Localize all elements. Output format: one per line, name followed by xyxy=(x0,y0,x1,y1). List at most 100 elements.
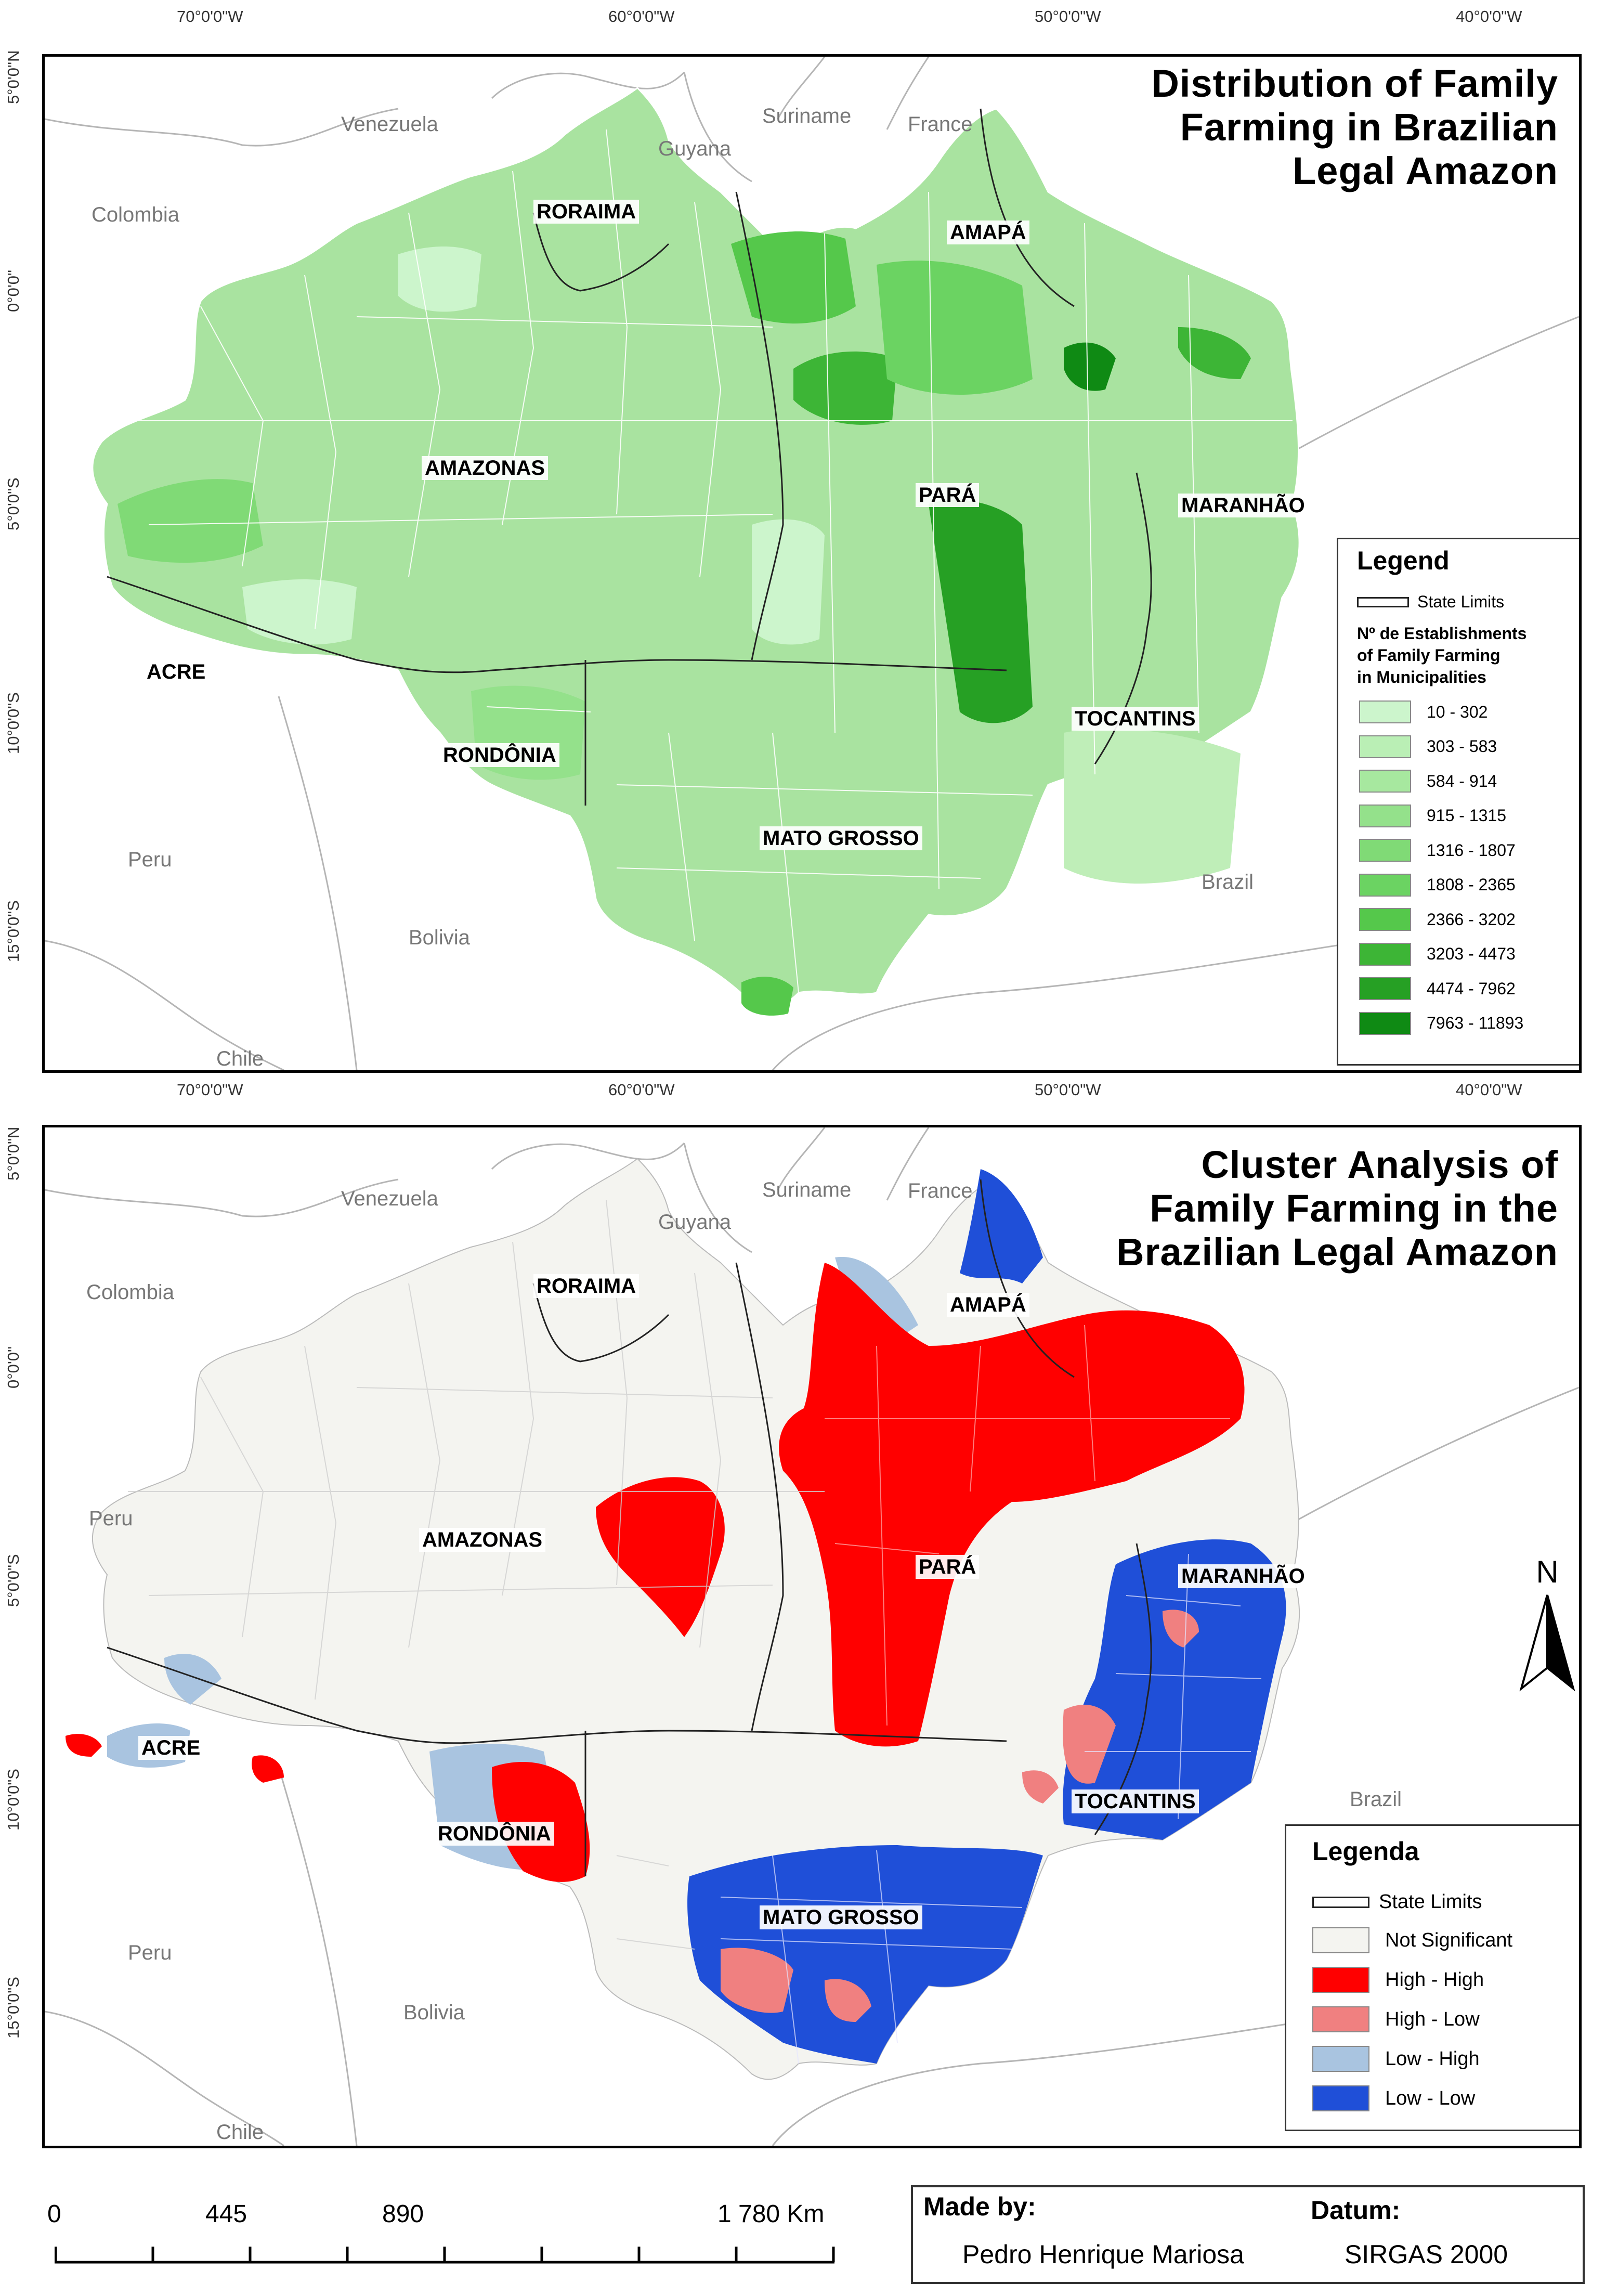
author-name: Pedro Henrique Mariosa xyxy=(962,2240,1244,2269)
legend: Legend State Limits Nº de Establishments… xyxy=(1337,538,1579,1066)
legend-class: 4474 - 7962 xyxy=(1359,977,1516,1000)
state-label: PARÁ xyxy=(916,1555,980,1579)
legend-label: Low - High xyxy=(1385,2047,1480,2070)
state-label: RONDÔNIA xyxy=(435,1822,554,1846)
legend-class: 584 - 914 xyxy=(1359,770,1497,793)
lat-tick: 0°0'0" xyxy=(4,269,22,312)
legend-swatch xyxy=(1359,873,1411,897)
legend-subtitle-line: Nº de Establishments xyxy=(1357,624,1527,643)
lon-tick: 50°0'0"W xyxy=(1035,7,1101,25)
legend-label: High - High xyxy=(1385,1968,1484,1991)
lon-tick: 70°0'0"W xyxy=(177,7,243,25)
country-label: France xyxy=(908,113,973,136)
lat-tick: 5°0'0"N xyxy=(4,1126,22,1181)
legend-label: 1808 - 2365 xyxy=(1427,875,1516,894)
north-label: N xyxy=(1536,1554,1559,1589)
map-title-line: Cluster Analysis of xyxy=(1201,1143,1558,1186)
state-label: RORAIMA xyxy=(533,200,640,224)
lat-tick: 15°0'0"S xyxy=(4,1977,22,2039)
legend-subtitle-line: in Municipalities xyxy=(1357,668,1486,686)
country-label: Suriname xyxy=(762,1178,852,1201)
map-title: Cluster Analysis of Family Farming in th… xyxy=(1116,1143,1558,1274)
state-label: AMAZONAS xyxy=(422,456,549,480)
legend-label: 303 - 583 xyxy=(1427,737,1497,756)
scale-bar: 0 445 890 1 780 Km xyxy=(47,2200,840,2264)
legend-class: 2366 - 3202 xyxy=(1359,908,1516,931)
lon-tick: 40°0'0"W xyxy=(1456,7,1522,25)
legend-label: Not Significant xyxy=(1385,1929,1513,1951)
legend: Legenda State Limits Not Significant High… xyxy=(1285,1824,1579,2131)
legend-subtitle: Nº de Establishments of Family Farming i… xyxy=(1357,622,1526,688)
lon-tick: 70°0'0"W xyxy=(177,1081,243,1099)
legend-label: State Limits xyxy=(1379,1891,1482,1913)
lat-tick: 5°0'0"S xyxy=(4,1554,22,1607)
state-label: AMAPÁ xyxy=(947,220,1029,244)
legend-swatch xyxy=(1359,839,1411,862)
distribution-map-canvas xyxy=(45,57,1579,1070)
country-label: Guyana xyxy=(658,137,732,160)
legend-swatch xyxy=(1312,2006,1369,2032)
state-label: PARÁ xyxy=(916,483,980,507)
map-title-line: Family Farming in the xyxy=(1150,1187,1558,1230)
legend-swatch xyxy=(1359,977,1411,1000)
state-label: MARANHÃO xyxy=(1178,494,1308,517)
legend-swatch xyxy=(1312,2085,1369,2111)
state-label: TOCANTINS xyxy=(1072,1789,1199,1813)
legend-swatch xyxy=(1312,2046,1369,2072)
legend-label: 584 - 914 xyxy=(1427,771,1497,790)
legend-class: 3203 - 4473 xyxy=(1359,942,1516,966)
legend-class: Low - Low xyxy=(1312,2085,1475,2111)
legend-class: 7963 - 11893 xyxy=(1359,1011,1524,1035)
state-label: RONDÔNIA xyxy=(440,743,559,767)
country-label: France xyxy=(908,1179,973,1202)
country-label: Brazil xyxy=(1350,1788,1402,1811)
scale-label: 445 xyxy=(205,2200,247,2228)
country-label: Peru xyxy=(128,1941,172,1964)
scale-label: 890 xyxy=(382,2200,424,2228)
country-label: Suriname xyxy=(762,105,852,127)
legend-title: Legenda xyxy=(1312,1837,1419,1866)
legend-class: Not Significant xyxy=(1312,1927,1512,1953)
legend-label: 10 - 302 xyxy=(1427,702,1488,721)
state-label: ACRE xyxy=(138,1736,204,1760)
map-title-line: Brazilian Legal Amazon xyxy=(1116,1230,1558,1274)
country-label: Brazil xyxy=(1202,871,1254,893)
lon-tick: 40°0'0"W xyxy=(1456,1081,1522,1099)
lon-tick: 50°0'0"W xyxy=(1035,1081,1101,1099)
state-limits-swatch xyxy=(1312,1896,1369,1908)
cluster-analysis-map: Cluster Analysis of Family Farming in th… xyxy=(42,1125,1582,2148)
north-arrow: N xyxy=(1516,1554,1578,1696)
country-label: Chile xyxy=(216,2121,264,2144)
legend-subtitle-line: of Family Farming xyxy=(1357,646,1500,665)
state-limits-swatch xyxy=(1357,596,1409,607)
legend-class: 1808 - 2365 xyxy=(1359,873,1516,897)
legend-class: Low - High xyxy=(1312,2046,1480,2072)
legend-label: 3203 - 4473 xyxy=(1427,944,1516,963)
legend-class: 1316 - 1807 xyxy=(1359,839,1516,862)
lat-tick: 5°0'0"N xyxy=(4,50,22,104)
legend-state-limits: State Limits xyxy=(1312,1891,1482,1913)
state-label: RORAIMA xyxy=(533,1274,640,1298)
scale-bar-graphic xyxy=(55,2247,835,2264)
legend-label: Low - Low xyxy=(1385,2087,1476,2109)
lat-tick: 15°0'0"S xyxy=(4,900,22,962)
country-label: Chile xyxy=(216,1047,264,1070)
legend-swatch xyxy=(1359,908,1411,931)
country-label: Peru xyxy=(89,1507,133,1530)
legend-class: High - Low xyxy=(1312,2006,1480,2032)
legend-swatch xyxy=(1312,1927,1369,1953)
datum-value: SIRGAS 2000 xyxy=(1345,2240,1508,2269)
legend-class: 303 - 583 xyxy=(1359,735,1497,758)
map-title: Distribution of Family Farming in Brazil… xyxy=(1151,62,1558,193)
country-label: Guyana xyxy=(658,1211,732,1234)
legend-label: State Limits xyxy=(1417,592,1505,611)
legend-label: 915 - 1315 xyxy=(1427,806,1507,825)
legend-swatch xyxy=(1359,770,1411,793)
legend-label: 7963 - 11893 xyxy=(1427,1014,1524,1032)
country-label: Bolivia xyxy=(409,926,470,949)
legend-swatch xyxy=(1359,942,1411,966)
country-label: Colombia xyxy=(86,1281,174,1304)
legend-title: Legend xyxy=(1357,546,1450,575)
lon-tick: 60°0'0"W xyxy=(608,1081,675,1099)
country-label: Bolivia xyxy=(403,2001,465,2024)
